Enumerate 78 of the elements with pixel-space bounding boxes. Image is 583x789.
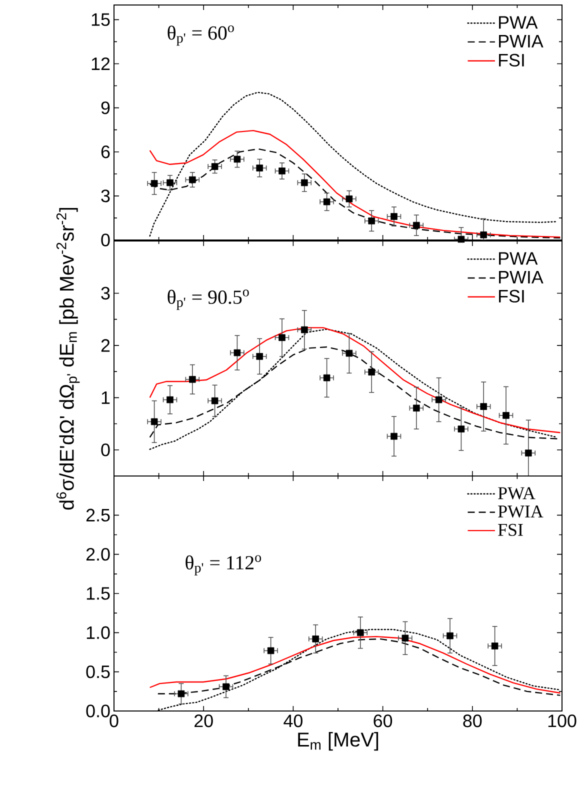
point xyxy=(413,222,420,229)
annotation: θ$_{p'}$ = 60$^{o}$ xyxy=(168,25,234,46)
line-series xyxy=(149,327,561,434)
legend-label: FSI xyxy=(498,524,523,536)
y-tick-label: 1.0 xyxy=(86,626,110,640)
y-tick-label: 2 xyxy=(101,339,110,352)
point xyxy=(211,397,218,404)
point xyxy=(189,376,196,383)
annotation: θ$_{p'}$ = 90.5$^{o}$ xyxy=(168,290,249,310)
point xyxy=(323,374,330,382)
y-tick-label: 1 xyxy=(102,391,110,404)
x-axis-title: E$_{m}$ [MeV] xyxy=(298,732,378,751)
legend-label: PWIA xyxy=(499,35,544,48)
y-tick-label: 12 xyxy=(92,57,110,70)
point xyxy=(458,236,465,243)
y-tick-label: 15 xyxy=(92,13,110,26)
y-tick-label: 2.0 xyxy=(86,548,110,561)
point xyxy=(267,647,274,654)
point xyxy=(346,195,353,202)
point xyxy=(278,334,286,342)
point xyxy=(368,218,376,224)
point xyxy=(150,180,158,187)
y-tick-label: 0.0 xyxy=(86,704,110,718)
y-tick-label: 0.5 xyxy=(86,665,110,678)
point xyxy=(446,632,454,640)
x-tick-label: 80 xyxy=(463,714,482,728)
point xyxy=(166,396,174,404)
x-tick-label: 100 xyxy=(548,714,576,728)
y-tick-label: 0 xyxy=(101,444,110,456)
point xyxy=(256,353,264,360)
point xyxy=(458,426,465,432)
point xyxy=(256,164,264,172)
point xyxy=(390,213,398,220)
point xyxy=(435,396,442,404)
point xyxy=(189,176,196,184)
y-tick-label: 2.5 xyxy=(86,508,110,522)
y-tick-label: 9 xyxy=(101,101,110,114)
point xyxy=(234,349,241,356)
point xyxy=(150,418,158,426)
line-series xyxy=(149,130,561,238)
legend-label: PWA xyxy=(498,487,536,500)
point xyxy=(357,629,364,636)
point xyxy=(278,168,286,174)
point xyxy=(301,326,308,334)
point xyxy=(234,156,241,163)
y-tick-label: 3 xyxy=(101,286,110,300)
point xyxy=(178,690,185,698)
y-tick-label: 0 xyxy=(101,234,110,246)
point xyxy=(480,403,488,410)
y-tick-label: 3 xyxy=(101,190,110,202)
point xyxy=(301,179,308,186)
x-tick-label: 40 xyxy=(284,714,302,728)
x-tick-label: 60 xyxy=(374,714,392,728)
point xyxy=(390,432,398,440)
x-tick-label: 20 xyxy=(194,714,213,728)
annotation: θ$_{p'}$ = 112$^{o}$ xyxy=(186,555,262,576)
legend-label: PWA xyxy=(499,16,538,29)
y-tick-label: 6 xyxy=(101,146,110,158)
point xyxy=(402,634,409,642)
point xyxy=(323,198,330,206)
text: d$^{6}$σ/dE'dΩ' dΩ$_{p'}$ dE$_{m}$ [pb Mev$^{-2}$sr$^{-2}$] xyxy=(56,208,80,510)
point xyxy=(312,636,320,642)
point xyxy=(525,450,532,456)
legend-label: PWIA xyxy=(498,506,544,518)
point xyxy=(222,683,230,690)
point xyxy=(346,350,353,357)
legend-label: PWIA xyxy=(499,271,544,284)
point xyxy=(502,412,510,419)
point xyxy=(368,368,376,376)
y-tick-label: 1.5 xyxy=(86,587,110,600)
point xyxy=(166,179,174,186)
legend-label: PWA xyxy=(499,252,538,265)
point xyxy=(491,642,498,650)
legend-label: FSI xyxy=(499,54,524,67)
point xyxy=(413,404,420,412)
point xyxy=(211,163,218,170)
legend-label: FSI xyxy=(499,290,524,303)
x-tick-label: 0 xyxy=(110,714,118,728)
